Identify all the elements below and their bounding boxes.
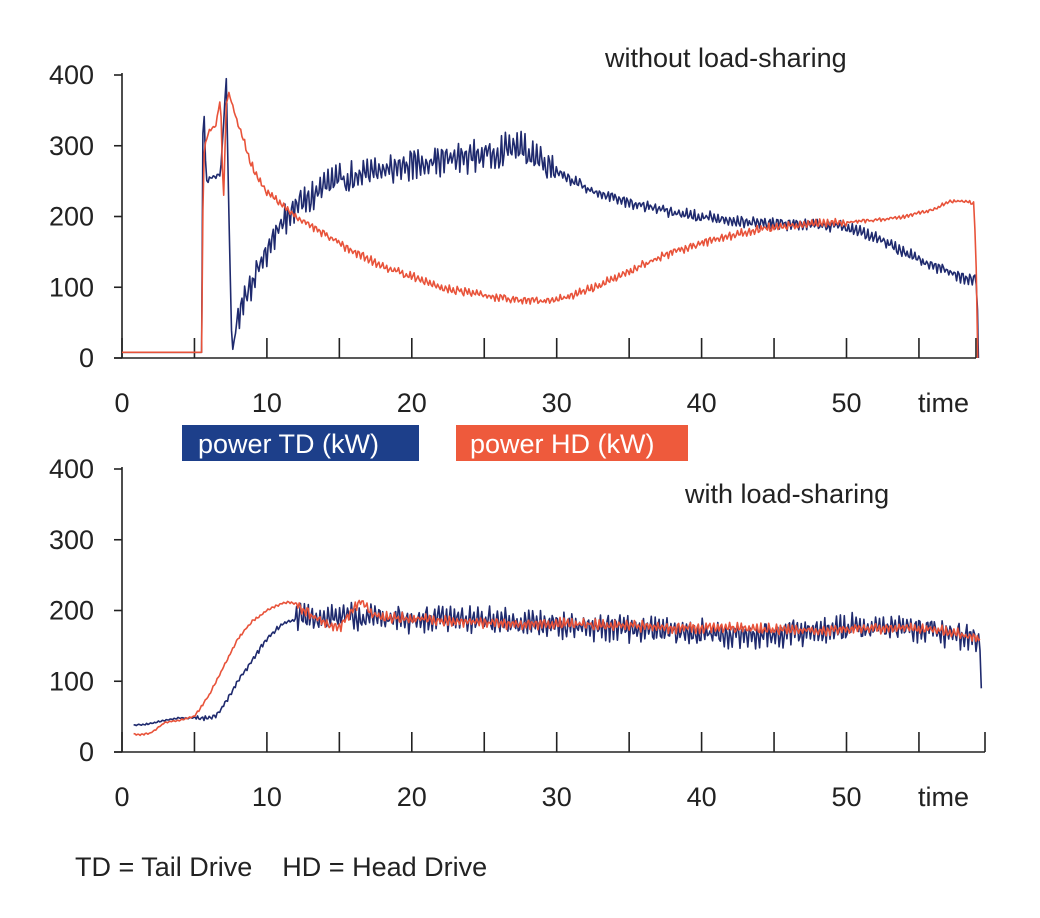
- legend-hd-label: power HD (kW): [470, 429, 655, 459]
- x-tick-label: 30: [542, 782, 572, 812]
- x-tick-label: 40: [687, 782, 717, 812]
- x-tick-label: 10: [252, 388, 282, 418]
- panel-title: with load-sharing: [684, 479, 889, 509]
- x-tick-label: 20: [397, 388, 427, 418]
- series-line-hd: [122, 91, 979, 359]
- y-tick-label: 0: [79, 737, 94, 767]
- panel-without-load-sharing: 0 100 200 300 400 0 10 20 30 40 50 time without load…: [49, 43, 980, 418]
- panel-title: without load-sharing: [604, 43, 847, 73]
- series-line-hd: [133, 599, 981, 737]
- y-tick-label: 100: [49, 666, 94, 696]
- x-tick-label: 50: [831, 388, 861, 418]
- x-tick-label: 50: [831, 782, 861, 812]
- legend: power TD (kW) power HD (kW): [182, 425, 688, 461]
- series-line-td: [122, 77, 980, 359]
- x-axis-label: time: [918, 388, 969, 418]
- y-tick-label: 300: [49, 525, 94, 555]
- legend-td-swatch: [182, 425, 419, 461]
- y-tick-label: 100: [49, 272, 94, 302]
- y-tick-label: 400: [49, 454, 94, 484]
- x-tick-label: 0: [114, 782, 129, 812]
- y-tick-label: 300: [49, 131, 94, 161]
- y-tick-label: 0: [79, 343, 94, 373]
- footnote: TD = Tail Drive HD = Head Drive: [75, 852, 488, 882]
- panel-with-load-sharing: 0 100 200 300 400 0 10 20 30 40 50 time with load-sh…: [49, 454, 986, 812]
- y-tick-label: 400: [49, 60, 94, 90]
- legend-td-label: power TD (kW): [198, 429, 379, 459]
- y-tick-label: 200: [49, 596, 94, 626]
- x-tick-label: 40: [687, 388, 717, 418]
- x-tick-label: 0: [114, 388, 129, 418]
- x-tick-label: 30: [542, 388, 572, 418]
- x-tick-label: 20: [397, 782, 427, 812]
- x-tick-label: 10: [252, 782, 282, 812]
- x-axis-label: time: [918, 782, 969, 812]
- legend-hd-swatch: [456, 425, 688, 461]
- y-tick-label: 200: [49, 202, 94, 232]
- series-line-td: [133, 601, 983, 727]
